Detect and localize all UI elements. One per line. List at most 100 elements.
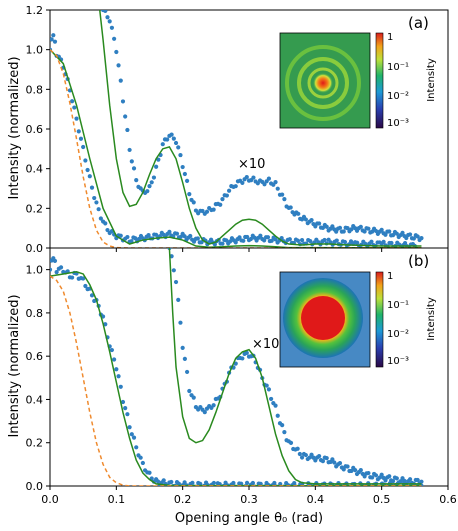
panel-a-measured-x10-point xyxy=(147,184,152,189)
panel-a-measured-point xyxy=(87,174,92,179)
panel-b-series-measured-x100 xyxy=(167,248,424,486)
panel-a-measured-point xyxy=(50,37,54,42)
panel-a-measured-point xyxy=(199,240,204,245)
panel-b-measured-point xyxy=(147,470,152,475)
panel-b-measured-x100-point xyxy=(366,470,371,476)
panel-b-measured-x100-point xyxy=(182,356,187,361)
panel-b-measured-point xyxy=(89,293,95,298)
panel-a-measured-point xyxy=(146,233,151,238)
panel-b-measured-x100-point xyxy=(345,464,350,469)
panel-b-xtick-label-3: 0.3 xyxy=(240,493,258,506)
panel-a-measured-point xyxy=(188,233,193,239)
panel-a-measured-x10-point xyxy=(419,235,424,241)
panel-b-measured-point xyxy=(384,486,388,490)
panel-a-measured-point xyxy=(402,240,408,246)
panel-a-measured-point xyxy=(52,39,58,44)
panel-a-ytick-label-1: 0.2 xyxy=(26,202,44,215)
panel-b-measured-point xyxy=(109,347,115,353)
panel-b-measured-x100-point xyxy=(187,388,192,394)
panel-a-measured-x10-point xyxy=(123,114,128,119)
panel-a-measured-point xyxy=(308,238,313,244)
panel-b-series-reference xyxy=(50,275,422,486)
panel-b-xtick-label-2: 0.2 xyxy=(174,493,192,506)
panel-b-measured-point xyxy=(250,480,256,486)
panel-b-measured-x100-point xyxy=(176,297,181,302)
panel-b-measured-point xyxy=(131,435,137,440)
panel-a-measured-x10-point xyxy=(109,25,115,30)
panel-a-ylabel: Intensity (normalized) xyxy=(7,56,22,199)
panel-a-label: (a) xyxy=(408,14,429,32)
panel-b-xlabel: Opening angle θ₀ (rad) xyxy=(175,511,323,526)
panel-b-measured-x100-point xyxy=(394,476,399,481)
panel-a-measured-point xyxy=(342,239,348,245)
panel-b-measured-point xyxy=(362,486,366,490)
panel-a-inset: 1 10⁻¹ 10⁻² 10⁻³ Intensity xyxy=(279,32,437,129)
panel-a-measured-point xyxy=(220,241,225,246)
panel-a-measured-x10-point xyxy=(309,218,314,223)
panel-a-measured-x10-point xyxy=(105,15,110,20)
panel-a-measured-x10-point xyxy=(107,19,112,24)
panel-b-measured-x100-point xyxy=(244,350,249,355)
inset-a-cbar-tick-2: 10⁻¹ xyxy=(387,62,409,73)
panel-a-measured-point xyxy=(129,239,134,244)
panel-a-measured-point xyxy=(105,227,110,233)
panel-b-measured-point xyxy=(127,425,132,430)
panel-a-measured-x10-point xyxy=(125,127,130,133)
panel-b-ytick-label-4: 0.8 xyxy=(26,307,44,320)
panel-b-measured-point xyxy=(138,455,143,460)
panel-b-measured-x100-point xyxy=(299,455,305,460)
panel-a-measured-x10-point xyxy=(156,157,161,162)
panel-b-measured-point xyxy=(211,480,216,486)
panel-a-measured-x10-point xyxy=(404,235,409,241)
panel-a-measured-point xyxy=(295,238,301,243)
panel-a-measured-x10-point xyxy=(390,232,396,238)
inset-b-frame xyxy=(279,271,371,368)
panel-b-measured-point xyxy=(129,432,134,437)
panel-a-measured-point xyxy=(269,238,274,243)
panel-a-measured-x10-point xyxy=(366,226,371,231)
panel-a-measured-x10-point xyxy=(266,176,271,181)
panel-b-xtick-label-0: 0.0 xyxy=(41,493,59,506)
panel-b-series xyxy=(50,248,424,490)
panel-b-frame xyxy=(49,247,449,487)
panel-b-measured-point xyxy=(112,357,117,362)
panel-b-measured-x100-point xyxy=(273,403,278,408)
panel-b-xtick-label-4: 0.4 xyxy=(307,493,325,506)
panel-b-xtick-label-5: 0.5 xyxy=(373,493,391,506)
panel-a-measured-point xyxy=(72,105,77,110)
panel-a-measured-point xyxy=(76,129,81,134)
panel-a-measured-x10-point xyxy=(187,192,192,197)
panel-a-measured-x10-point xyxy=(275,186,280,191)
inset-a-cbar-tick-3: 10⁻² xyxy=(387,91,409,102)
inset-b-disk xyxy=(301,296,345,340)
panel-a-measured-x10-point xyxy=(282,196,287,202)
panel-a-measured-point xyxy=(167,229,172,234)
panel-b-measured-point xyxy=(54,270,59,275)
panel-a-measured-x10-point xyxy=(149,180,154,185)
panel-a-measured-point xyxy=(98,216,103,221)
panel-a-measured-x10-point xyxy=(169,132,174,137)
inset-b-cbar-tick-4: 10⁻³ xyxy=(387,356,409,367)
panel-a-measured-point xyxy=(299,238,305,243)
panel-a-measured-x10-point xyxy=(324,224,329,229)
panel-a-measured-x10-point xyxy=(178,152,183,158)
panel-b-measured-point xyxy=(340,486,344,490)
panel-a-ytick-label-6: 1.2 xyxy=(26,4,44,17)
panel-b-measured-x100-point xyxy=(415,477,420,483)
panel-b-measured-x100-point xyxy=(341,467,346,472)
panel-a-measured-x10-point xyxy=(145,189,150,194)
inset-a-cbar-label: Intensity xyxy=(426,58,437,102)
panel-a-measured-point xyxy=(245,234,250,240)
panel-a-measured-point xyxy=(248,236,253,242)
panel-b-measured-x100-point xyxy=(337,460,343,466)
panel-b-measured-point xyxy=(318,486,322,490)
panel-b-measured-point xyxy=(81,276,86,281)
panel-a-ytick-label-3: 0.6 xyxy=(26,123,44,136)
panel-a-series xyxy=(50,10,424,248)
panel-a-measured-x10-point xyxy=(103,10,108,14)
panel-b-measured-x100-point xyxy=(264,383,269,388)
panel-a-measured-x10-point xyxy=(296,211,301,216)
panel-b-inset: 1 10⁻¹ 10⁻² 10⁻³ Intensity xyxy=(279,271,437,368)
panel-b-measured-x100-point xyxy=(171,268,176,273)
